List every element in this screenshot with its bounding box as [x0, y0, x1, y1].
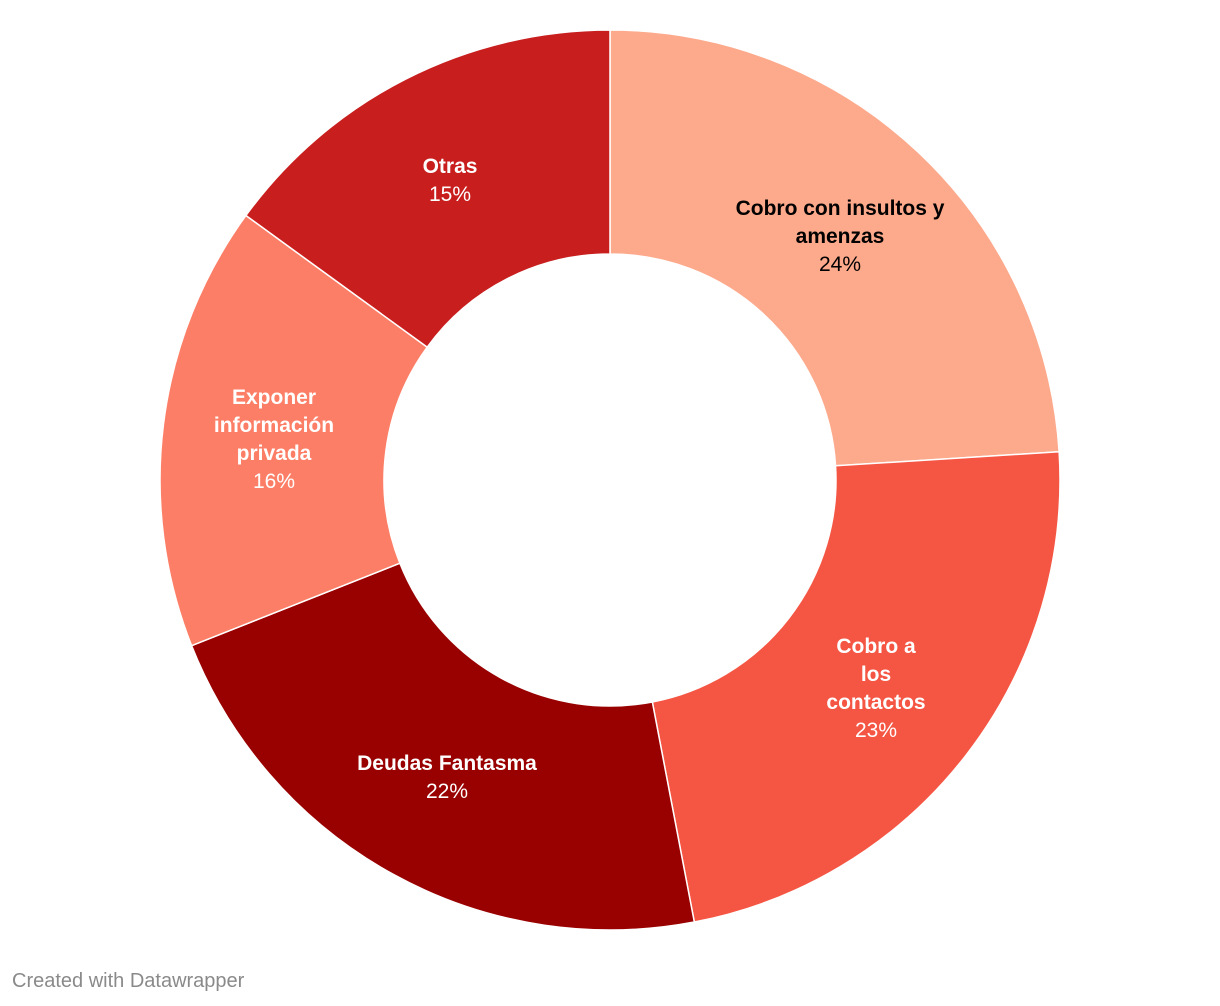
slice-name-line: los: [861, 663, 891, 686]
slice-label-2: Cobro a los contactos 23%: [826, 635, 925, 742]
slice-label-4: Exponer información privada 16%: [214, 386, 334, 493]
slice-label-1: Cobro con insultos y amenzas 24%: [736, 197, 945, 276]
slice-name-line: información: [214, 414, 334, 437]
slice-label-5: Otras 15%: [423, 155, 478, 206]
slice-value: 23%: [855, 719, 897, 742]
slice-value: 15%: [429, 183, 471, 206]
donut-slice-5: [244, 29, 611, 349]
footer-credit: Created with Datawrapper: [12, 970, 245, 992]
slice-name-line: Cobro a: [836, 635, 916, 658]
donut-slice-1: [609, 29, 1060, 467]
donut-slices: [159, 29, 1061, 931]
donut-labels: Cobro con insultos y amenzas 24% Cobro a los…: [214, 155, 945, 803]
slice-value: 24%: [819, 253, 861, 276]
slice-name-line: Otras: [423, 155, 478, 178]
slice-name-line: contactos: [826, 691, 925, 714]
slice-name-line: Deudas Fantasma: [357, 752, 537, 775]
slice-label-3: Deudas Fantasma 22%: [357, 752, 537, 803]
slice-name-line: privada: [237, 442, 312, 465]
donut-slice-2: [651, 450, 1061, 923]
slice-name-line: Exponer: [232, 386, 316, 409]
donut-slice-3: [190, 562, 696, 931]
slice-name-line: amenzas: [796, 225, 885, 248]
slice-value: 22%: [426, 780, 468, 803]
slice-value: 16%: [253, 470, 295, 493]
slice-name-line: Cobro con insultos y: [736, 197, 945, 220]
donut-slice-4: [159, 214, 429, 647]
